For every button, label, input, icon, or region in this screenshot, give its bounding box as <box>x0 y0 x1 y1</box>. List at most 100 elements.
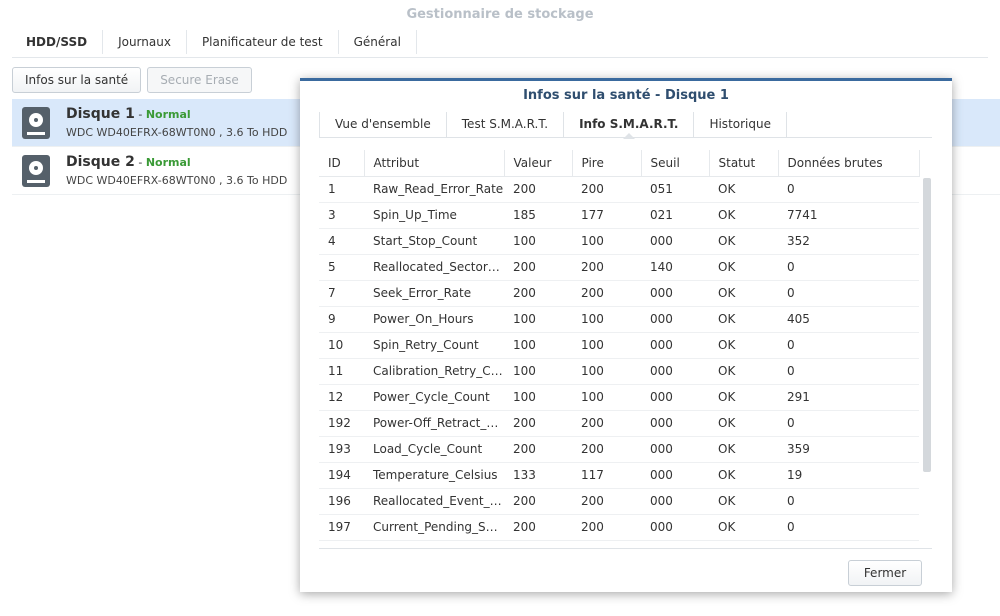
table-cell: 200 <box>504 176 572 203</box>
disk-name: Disque 1 <box>66 106 135 122</box>
table-cell: 4 <box>319 228 364 255</box>
health-info-button[interactable]: Infos sur la santé <box>12 67 142 93</box>
table-cell: 100 <box>572 332 641 359</box>
table-cell: 051 <box>641 176 709 203</box>
table-cell: Reallocated_Event_Count <box>364 488 504 515</box>
table-cell: OK <box>709 462 778 489</box>
disk-separator: - <box>134 108 146 121</box>
table-cell: OK <box>709 202 778 229</box>
table-cell: OK <box>709 176 778 203</box>
disk-status: Normal <box>145 156 191 169</box>
table-cell: 11 <box>319 358 364 385</box>
table-cell: 7 <box>319 280 364 307</box>
column-header-raw-data[interactable]: Données brutes <box>778 150 920 177</box>
table-cell: OK <box>709 280 778 307</box>
table-cell: 185 <box>504 202 572 229</box>
table-cell: 352 <box>778 228 919 255</box>
hard-drive-icon <box>22 106 50 139</box>
table-cell: 200 <box>504 254 572 281</box>
table-cell: 0 <box>778 280 919 307</box>
tab-hdd-ssd[interactable]: HDD/SSD <box>12 30 104 54</box>
table-cell: 9 <box>319 306 364 333</box>
table-row[interactable]: 4 Start_Stop_Count 100 100 000 OK 352 <box>319 228 919 255</box>
table-cell: Current_Pending_Sector <box>364 514 504 541</box>
table-cell: Load_Cycle_Count <box>364 436 504 463</box>
health-info-dialog: Infos sur la santé - Disque 1 Vue d'ense… <box>300 78 952 592</box>
column-header-pire[interactable]: Pire <box>572 150 642 177</box>
disk-row-2[interactable]: Disque 2 - Normal WDC WD40EFRX-68WT0N0 ,… <box>12 147 1000 195</box>
table-cell: 100 <box>504 384 572 411</box>
column-header-id[interactable]: ID <box>319 150 365 177</box>
table-cell: 200 <box>572 410 641 437</box>
table-cell: 000 <box>641 462 709 489</box>
table-cell: Raw_Read_Error_Rate <box>364 176 504 203</box>
table-cell: 000 <box>641 410 709 437</box>
table-cell: 000 <box>641 280 709 307</box>
table-cell: 021 <box>641 202 709 229</box>
table-row[interactable]: 12 Power_Cycle_Count 100 100 000 OK 291 <box>319 384 919 411</box>
table-cell: 000 <box>641 332 709 359</box>
table-cell: 100 <box>572 384 641 411</box>
table-cell: 12 <box>319 384 364 411</box>
table-cell: Power-Off_Retract_Count <box>364 410 504 437</box>
disk-status: Normal <box>145 108 191 121</box>
table-row[interactable]: 193 Load_Cycle_Count 200 200 000 OK 359 <box>319 436 919 463</box>
column-header-valeur[interactable]: Valeur <box>504 150 573 177</box>
table-cell: 197 <box>319 514 364 541</box>
table-cell: OK <box>709 358 778 385</box>
table-cell: 194 <box>319 462 364 489</box>
table-cell: OK <box>709 410 778 437</box>
table-cell: 200 <box>504 436 572 463</box>
tab-history[interactable]: Historique <box>693 112 787 138</box>
disk-separator: - <box>134 156 146 169</box>
table-cell: 200 <box>504 514 572 541</box>
table-cell: 100 <box>504 332 572 359</box>
table-cell: 000 <box>641 384 709 411</box>
table-cell: Temperature_Celsius <box>364 462 504 489</box>
table-row[interactable]: 194 Temperature_Celsius 133 117 000 OK 19 <box>319 462 919 489</box>
table-cell: OK <box>709 228 778 255</box>
table-cell: 7741 <box>778 202 919 229</box>
column-header-seuil[interactable]: Seuil <box>641 150 710 177</box>
table-scrollbar[interactable] <box>923 178 931 472</box>
table-cell: Reallocated_Sector_Ct <box>364 254 504 281</box>
table-row[interactable]: 197 Current_Pending_Sector 200 200 000 OK 0 <box>319 514 919 541</box>
table-cell: 140 <box>641 254 709 281</box>
close-button[interactable]: Fermer <box>848 560 922 586</box>
column-header-attribut[interactable]: Attribut <box>364 150 505 177</box>
table-row[interactable]: 9 Power_On_Hours 100 100 000 OK 405 <box>319 306 919 333</box>
table-cell: 200 <box>572 514 641 541</box>
tab-general[interactable]: Général <box>339 30 417 54</box>
tab-overview[interactable]: Vue d'ensemble <box>319 112 446 138</box>
table-cell: 000 <box>641 488 709 515</box>
table-cell: Spin_Retry_Count <box>364 332 504 359</box>
table-cell: 0 <box>778 488 919 515</box>
tab-journaux[interactable]: Journaux <box>103 30 187 54</box>
tab-planificateur[interactable]: Planificateur de test <box>187 30 339 54</box>
table-row[interactable]: 7 Seek_Error_Rate 200 200 000 OK 0 <box>319 280 919 307</box>
main-tabs: HDD/SSD Journaux Planificateur de test G… <box>12 30 988 58</box>
table-cell: 0 <box>778 254 919 281</box>
table-cell: 200 <box>504 488 572 515</box>
tab-smart-test[interactable]: Test S.M.A.R.T. <box>445 112 563 138</box>
table-cell: Spin_Up_Time <box>364 202 504 229</box>
table-row[interactable]: 5 Reallocated_Sector_Ct 200 200 140 OK 0 <box>319 254 919 281</box>
tab-smart-info[interactable]: Info S.M.A.R.T. <box>563 112 693 139</box>
table-row[interactable]: 1 Raw_Read_Error_Rate 200 200 051 OK 0 <box>319 176 919 203</box>
table-cell: 100 <box>504 358 572 385</box>
disk-model: WDC WD40EFRX-68WT0N0 , 3.6 To HDD <box>66 174 288 187</box>
table-row[interactable]: 11 Calibration_Retry_Count 100 100 000 OK 0 <box>319 358 919 385</box>
table-row[interactable]: 3 Spin_Up_Time 185 177 021 OK 7741 <box>319 202 919 229</box>
table-cell: 177 <box>572 202 641 229</box>
table-cell: 100 <box>572 306 641 333</box>
column-header-statut[interactable]: Statut <box>709 150 779 177</box>
secure-erase-button[interactable]: Secure Erase <box>147 67 252 93</box>
table-row[interactable]: 10 Spin_Retry_Count 100 100 000 OK 0 <box>319 332 919 359</box>
disk-model: WDC WD40EFRX-68WT0N0 , 3.6 To HDD <box>66 126 288 139</box>
table-cell: 196 <box>319 488 364 515</box>
table-header-row: ID Attribut Valeur Pire Seuil Statut Don… <box>319 150 920 177</box>
table-cell: OK <box>709 488 778 515</box>
table-cell: 0 <box>778 410 919 437</box>
